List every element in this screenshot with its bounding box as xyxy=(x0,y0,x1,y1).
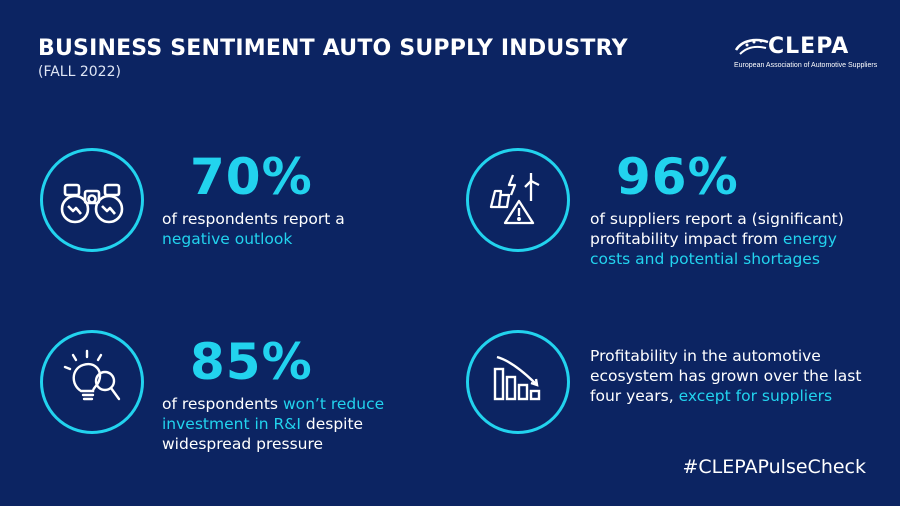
stat-text: of respondents report a xyxy=(162,210,345,228)
stat-text-after: despite widespread pressure xyxy=(162,415,364,453)
declining-bar-chart-icon xyxy=(466,330,570,434)
stat-description: Profitability in the automotive ecosyste… xyxy=(590,346,875,406)
stat-text: Profitability in the automotive ecosyste… xyxy=(590,347,862,405)
hashtag: #CLEPAPulseCheck xyxy=(682,456,867,478)
stat-highlight: won’t reduce investment in R&I xyxy=(162,395,385,433)
stat-description: of respondents report a negative outlook xyxy=(162,209,412,249)
stat-highlight: energy costs and potential shortages xyxy=(590,230,837,268)
stat-highlight: except for suppliers xyxy=(678,387,833,405)
page-subtitle: (FALL 2022) xyxy=(38,64,121,80)
stat-value: 96% xyxy=(616,148,739,206)
stat-value: 70% xyxy=(190,148,313,206)
energy-warning-icon xyxy=(466,148,570,252)
stat-text: of suppliers report a (significant) prof… xyxy=(590,210,844,248)
clepa-logo: CLEPA European Association of Automotive… xyxy=(734,30,878,74)
stat-highlight: negative outlook xyxy=(162,230,293,248)
logo-tagline: European Association of Automotive Suppl… xyxy=(734,62,878,69)
page-title: BUSINESS SENTIMENT AUTO SUPPLY INDUSTRY xyxy=(38,36,628,61)
logo-swoosh-icon xyxy=(734,38,769,55)
logo-wordmark: CLEPA xyxy=(768,34,850,59)
binoculars-icon xyxy=(40,148,144,252)
lightbulb-search-icon xyxy=(40,330,144,434)
stat-description: of suppliers report a (significant) prof… xyxy=(590,209,875,269)
stat-text: of respondents xyxy=(162,395,283,413)
stat-value: 85% xyxy=(190,333,313,391)
stat-description: of respondents won’t reduce investment i… xyxy=(162,394,427,454)
